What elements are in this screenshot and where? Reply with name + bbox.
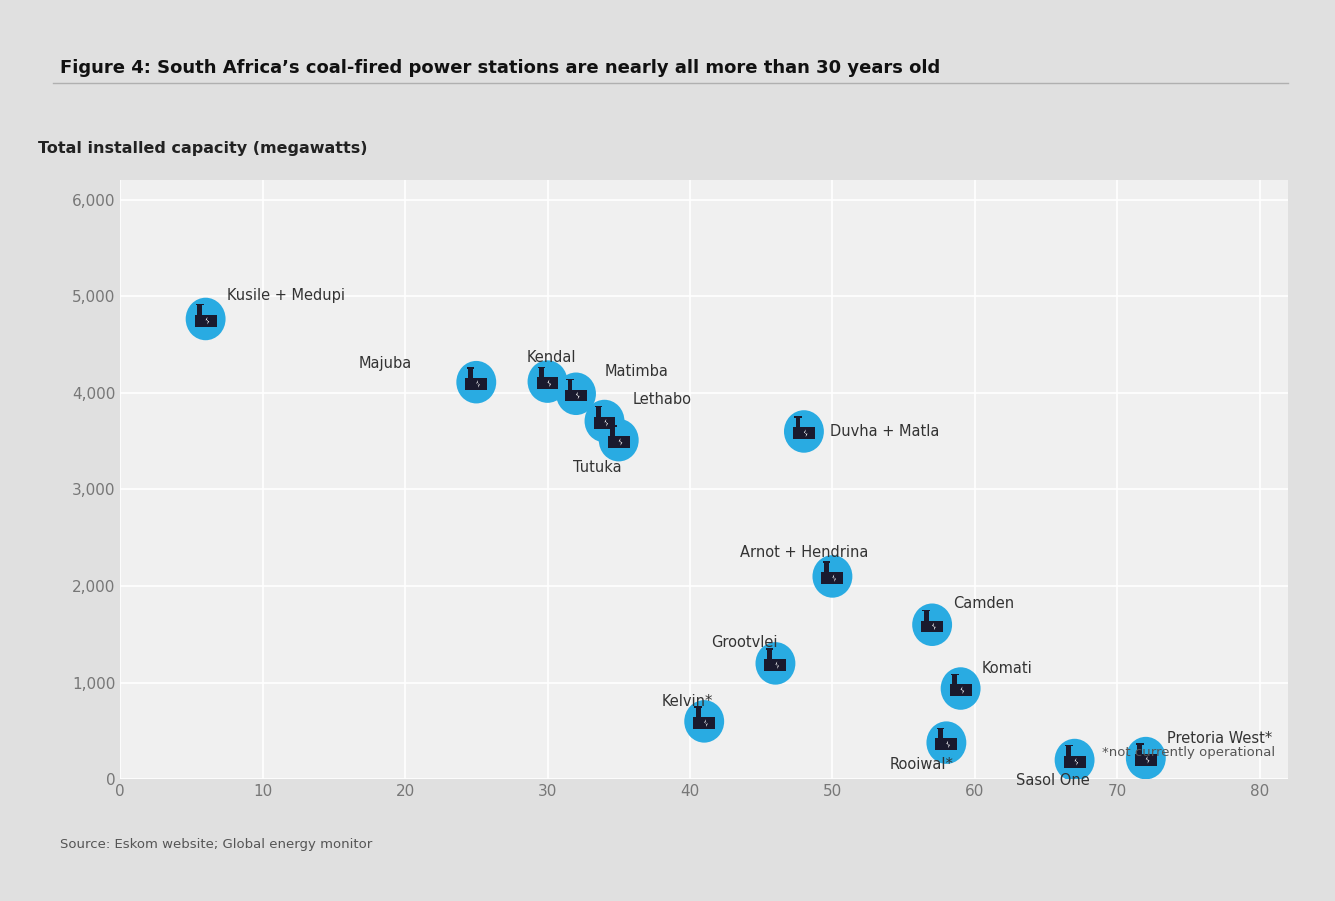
FancyBboxPatch shape [597, 407, 601, 417]
FancyBboxPatch shape [1137, 744, 1143, 754]
Ellipse shape [1055, 739, 1095, 781]
Polygon shape [932, 623, 936, 631]
FancyBboxPatch shape [765, 660, 786, 671]
FancyBboxPatch shape [1067, 747, 1071, 756]
FancyBboxPatch shape [1065, 745, 1072, 747]
FancyBboxPatch shape [607, 436, 630, 448]
Text: Matimba: Matimba [605, 364, 669, 379]
Text: Sasol One: Sasol One [1016, 773, 1091, 787]
FancyBboxPatch shape [594, 406, 602, 407]
FancyBboxPatch shape [537, 378, 558, 389]
Polygon shape [605, 419, 607, 426]
FancyBboxPatch shape [951, 674, 959, 675]
Text: Pretoria West*: Pretoria West* [1167, 732, 1272, 746]
Text: Kendal: Kendal [526, 350, 575, 365]
Ellipse shape [912, 604, 952, 646]
Text: Source: Eskom website; Global energy monitor: Source: Eskom website; Global energy mon… [60, 838, 372, 851]
Ellipse shape [1125, 737, 1165, 779]
Polygon shape [1145, 756, 1149, 764]
FancyBboxPatch shape [610, 426, 615, 436]
Polygon shape [776, 661, 780, 669]
Text: *not currently operational: *not currently operational [1101, 746, 1275, 759]
Ellipse shape [557, 372, 595, 415]
Ellipse shape [926, 722, 967, 764]
Text: Duvha + Matla: Duvha + Matla [829, 424, 939, 439]
FancyBboxPatch shape [196, 304, 203, 305]
FancyBboxPatch shape [794, 416, 802, 418]
Ellipse shape [941, 668, 981, 710]
FancyBboxPatch shape [1136, 743, 1144, 744]
FancyBboxPatch shape [466, 368, 474, 369]
Polygon shape [961, 687, 964, 694]
FancyBboxPatch shape [693, 717, 716, 729]
Ellipse shape [186, 297, 226, 341]
Ellipse shape [813, 555, 852, 597]
FancyBboxPatch shape [822, 561, 830, 563]
FancyBboxPatch shape [939, 729, 943, 739]
FancyBboxPatch shape [821, 572, 844, 584]
FancyBboxPatch shape [696, 708, 701, 717]
Text: Komati: Komati [983, 660, 1033, 676]
FancyBboxPatch shape [609, 425, 617, 426]
Text: Total installed capacity (megawatts): Total installed capacity (megawatts) [39, 141, 368, 156]
Text: Tutuka: Tutuka [573, 460, 622, 475]
Text: Rooiwal*: Rooiwal* [889, 758, 953, 772]
FancyBboxPatch shape [1135, 754, 1157, 766]
Ellipse shape [756, 642, 796, 685]
FancyBboxPatch shape [466, 378, 487, 390]
FancyBboxPatch shape [921, 621, 943, 633]
FancyBboxPatch shape [793, 427, 814, 439]
Polygon shape [547, 379, 551, 387]
Polygon shape [804, 430, 808, 437]
FancyBboxPatch shape [539, 368, 543, 378]
FancyBboxPatch shape [768, 650, 772, 660]
FancyBboxPatch shape [538, 367, 546, 368]
Text: Grootvlei: Grootvlei [712, 634, 778, 650]
Ellipse shape [585, 400, 625, 442]
Polygon shape [206, 317, 210, 324]
Text: Lethabo: Lethabo [633, 392, 692, 407]
FancyBboxPatch shape [594, 417, 615, 429]
FancyBboxPatch shape [824, 563, 829, 572]
FancyBboxPatch shape [937, 728, 944, 729]
Ellipse shape [599, 419, 638, 461]
FancyBboxPatch shape [924, 611, 929, 621]
FancyBboxPatch shape [766, 649, 773, 650]
Polygon shape [477, 380, 479, 387]
FancyBboxPatch shape [566, 378, 574, 380]
FancyBboxPatch shape [796, 418, 801, 427]
FancyBboxPatch shape [469, 369, 473, 378]
FancyBboxPatch shape [922, 610, 930, 611]
Polygon shape [1075, 758, 1079, 766]
Ellipse shape [457, 361, 497, 404]
Ellipse shape [527, 360, 567, 403]
Text: Figure 4: South Africa’s coal-fired power stations are nearly all more than 30 y: Figure 4: South Africa’s coal-fired powe… [60, 59, 940, 77]
Text: Kelvin*: Kelvin* [661, 694, 713, 708]
FancyBboxPatch shape [949, 685, 972, 696]
Ellipse shape [784, 410, 824, 452]
Polygon shape [575, 392, 579, 399]
FancyBboxPatch shape [565, 389, 587, 401]
Text: Camden: Camden [953, 596, 1015, 611]
FancyBboxPatch shape [694, 706, 702, 708]
FancyBboxPatch shape [936, 739, 957, 751]
Polygon shape [704, 719, 708, 727]
FancyBboxPatch shape [198, 305, 202, 314]
FancyBboxPatch shape [567, 380, 573, 389]
Text: Majuba: Majuba [359, 356, 413, 371]
FancyBboxPatch shape [1064, 756, 1085, 768]
Polygon shape [947, 741, 951, 748]
Ellipse shape [685, 700, 724, 742]
Text: Kusile + Medupi: Kusile + Medupi [227, 288, 344, 304]
FancyBboxPatch shape [195, 314, 216, 326]
Polygon shape [832, 574, 836, 582]
Polygon shape [618, 438, 622, 446]
FancyBboxPatch shape [952, 675, 957, 685]
Text: Arnot + Hendrina: Arnot + Hendrina [740, 545, 868, 560]
